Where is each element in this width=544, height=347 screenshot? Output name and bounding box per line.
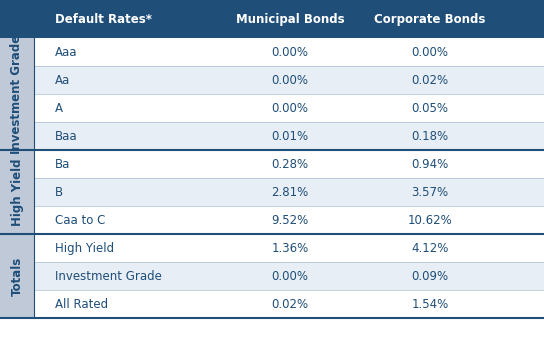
Text: High Yield: High Yield xyxy=(10,158,23,226)
Text: Corporate Bonds: Corporate Bonds xyxy=(374,12,486,25)
Bar xyxy=(0,0,544,38)
Text: 2.81%: 2.81% xyxy=(271,186,308,198)
Text: Baa: Baa xyxy=(55,129,78,143)
Bar xyxy=(34,234,544,262)
Text: 0.00%: 0.00% xyxy=(411,45,448,59)
Text: Caa to C: Caa to C xyxy=(55,213,106,227)
Bar xyxy=(0,234,34,318)
Text: 4.12%: 4.12% xyxy=(411,242,449,254)
Text: 0.02%: 0.02% xyxy=(271,297,308,311)
Bar xyxy=(34,206,544,234)
Text: Ba: Ba xyxy=(55,158,70,170)
Text: 0.00%: 0.00% xyxy=(271,102,308,115)
Bar xyxy=(34,38,544,66)
Text: 0.00%: 0.00% xyxy=(271,74,308,86)
Text: Municipal Bonds: Municipal Bonds xyxy=(236,12,344,25)
Bar xyxy=(0,150,34,234)
Bar xyxy=(34,66,544,94)
Text: 1.36%: 1.36% xyxy=(271,242,308,254)
Text: 0.05%: 0.05% xyxy=(411,102,448,115)
Text: 0.18%: 0.18% xyxy=(411,129,449,143)
Text: Aa: Aa xyxy=(55,74,70,86)
Text: 0.00%: 0.00% xyxy=(271,270,308,282)
Text: 0.00%: 0.00% xyxy=(271,45,308,59)
Text: Aaa: Aaa xyxy=(55,45,77,59)
Text: 0.28%: 0.28% xyxy=(271,158,308,170)
Bar xyxy=(34,290,544,318)
Text: High Yield: High Yield xyxy=(55,242,114,254)
Text: 0.02%: 0.02% xyxy=(411,74,449,86)
Text: 1.54%: 1.54% xyxy=(411,297,449,311)
Text: Default Rates*: Default Rates* xyxy=(55,12,152,25)
Bar xyxy=(34,122,544,150)
Text: 10.62%: 10.62% xyxy=(407,213,453,227)
Text: 0.01%: 0.01% xyxy=(271,129,308,143)
Text: 0.94%: 0.94% xyxy=(411,158,449,170)
Text: 9.52%: 9.52% xyxy=(271,213,308,227)
Text: All Rated: All Rated xyxy=(55,297,108,311)
Text: 0.09%: 0.09% xyxy=(411,270,449,282)
Bar xyxy=(0,38,34,150)
Text: Investment Grade: Investment Grade xyxy=(10,34,23,154)
Bar xyxy=(34,178,544,206)
Text: Totals: Totals xyxy=(10,256,23,296)
Text: 3.57%: 3.57% xyxy=(411,186,449,198)
Text: B: B xyxy=(55,186,63,198)
Bar xyxy=(34,150,544,178)
Text: Investment Grade: Investment Grade xyxy=(55,270,162,282)
Text: A: A xyxy=(55,102,63,115)
Bar xyxy=(34,262,544,290)
Bar xyxy=(34,94,544,122)
